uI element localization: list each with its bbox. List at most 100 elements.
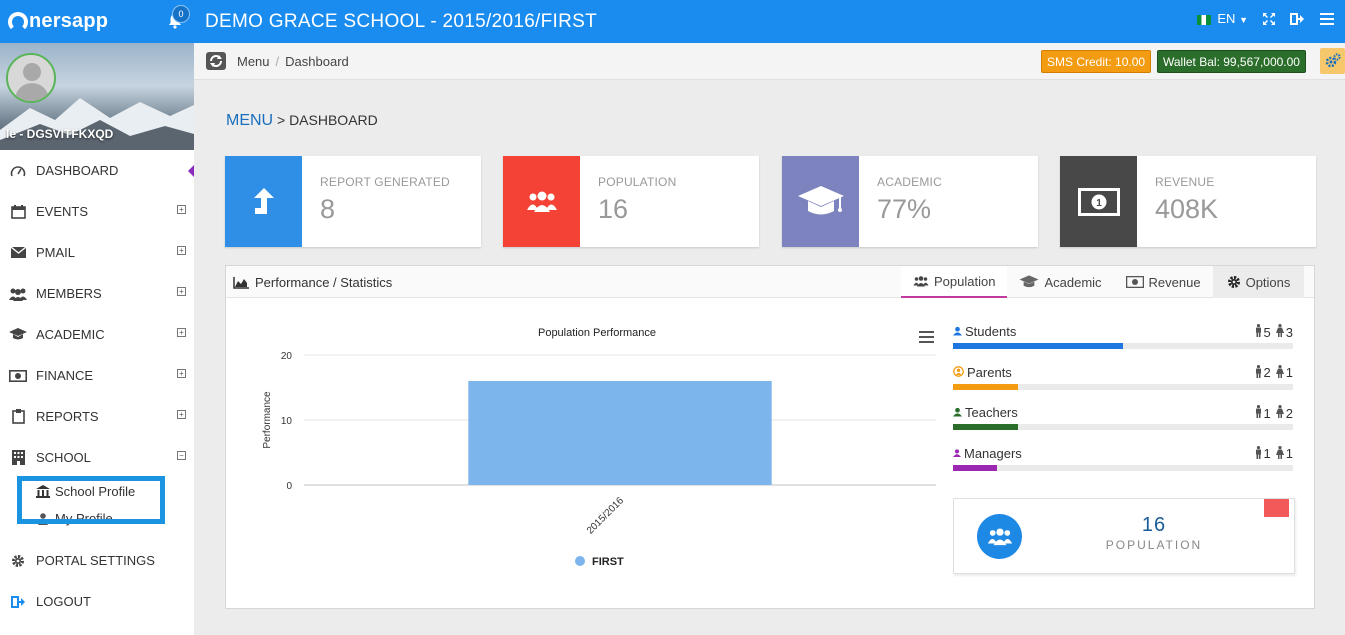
expand-icon[interactable]: + [177,246,186,255]
expand-icon[interactable]: + [177,287,186,296]
managers-icon [953,446,961,461]
population-row-parents: Parents 2 1 [953,364,1293,406]
population-progress-fill [953,464,998,471]
fullscreen-icon[interactable] [1262,12,1276,26]
breadcrumb-bar: Menu / Dashboard SMS Credit: 10.00 Wallet … [194,43,1345,80]
expand-icon[interactable]: + [177,328,186,337]
population-breakdown: Students 5 3 Parents 2 1 Teachers 1 2 Managers 1 1 [953,324,1293,486]
population-row-label: Managers [953,446,1022,461]
sign-out-icon[interactable] [1290,12,1305,26]
sidebar-item-portal-settings[interactable]: PORTAL SETTINGS [0,540,194,581]
expand-icon[interactable]: + [177,410,186,419]
stat-card-report-generated[interactable]: REPORT GENERATED 8 [225,156,481,247]
app-title: DEMO GRACE SCHOOL - 2015/2016/FIRST [205,11,598,32]
male-count: 1 [1263,446,1271,461]
tab-population[interactable]: Population [901,266,1008,298]
page-title: MENU > DASHBOARD [226,112,378,130]
spacer [0,532,194,540]
breadcrumb-separator: / [275,54,280,69]
options-button[interactable]: Options [1212,266,1305,298]
refresh-button[interactable] [206,52,226,70]
population-summary-icon-circle [977,514,1022,559]
collapse-icon[interactable]: − [177,451,186,460]
wallet-balance-badge[interactable]: Wallet Bal: 99,567,000.00 [1157,50,1306,73]
chart-menu-icon[interactable] [919,331,934,346]
female-count: 2 [1285,405,1293,421]
female-icon [1275,405,1284,418]
language-label: EN [1217,11,1236,26]
parents-icon [953,365,964,380]
female-icon [1275,445,1284,462]
students-icon [953,324,962,339]
graduation-cap-icon [797,185,844,214]
sidebar-item-events[interactable]: EVENTS + [0,191,194,232]
gears-icon [1325,53,1341,68]
corner-ribbon [1264,499,1289,517]
sidebar-item-dashboard[interactable]: DASHBOARD [0,150,194,191]
settings-button[interactable] [1320,48,1345,74]
tab-label: Population [934,273,996,289]
hamburger-menu-icon[interactable] [1319,12,1335,26]
population-summary-card: 16 POPULATION [953,498,1295,574]
y-tick-label: 0 [286,481,292,492]
male-icon [1255,324,1262,340]
stat-icon-box [782,156,859,247]
language-selector[interactable]: EN ▼ [1196,11,1248,26]
sidebar-item-reports[interactable]: REPORTS + [0,396,194,437]
population-progress-fill [953,424,1018,430]
breadcrumb-menu[interactable]: Menu [237,54,270,69]
population-progress-track [953,343,1293,349]
male-count: 2 [1263,365,1271,380]
sidebar-item-label: ACADEMIC [36,327,105,342]
stat-card-academic[interactable]: ACADEMIC 77% [782,156,1038,247]
tab-academic[interactable]: Academic [1007,266,1113,298]
population-row-label: Parents [953,365,1012,380]
gear-icon [9,553,27,569]
stat-card-population[interactable]: POPULATION 16 [503,156,759,247]
y-tick-label: 10 [281,416,293,427]
sidebar-item-pmail[interactable]: PMAIL + [0,232,194,273]
notification-badge: 0 [172,5,190,23]
stat-value: 408K [1155,194,1219,224]
male-icon [1255,405,1261,418]
money-icon [9,368,27,384]
panel-title-text: Performance / Statistics [255,275,393,290]
sidebar-item-label: LOGOUT [36,594,91,609]
menu-line [919,336,934,338]
app-logo[interactable]: nersapp [8,10,108,33]
group-icon [913,275,929,286]
sidebar-item-finance[interactable]: FINANCE + [0,355,194,396]
sidebar-subitem-school-profile[interactable]: School Profile [0,478,194,505]
stat-label: ACADEMIC [877,175,942,189]
avatar[interactable] [6,53,56,103]
stat-card-revenue[interactable]: 1 REVENUE 408K [1060,156,1316,247]
female-count: 1 [1285,365,1293,380]
calendar-icon [9,204,27,220]
female-icon [1275,364,1284,381]
expand-icon[interactable]: + [177,205,186,214]
sidebar-item-label: DASHBOARD [36,163,119,178]
sidebar-item-members[interactable]: MEMBERS + [0,273,194,314]
stat-icon-box [225,156,302,247]
page-title-menu[interactable]: MENU [226,112,274,129]
legend-marker [575,556,585,566]
sidebar-item-school[interactable]: SCHOOL − [0,437,194,478]
male-count: 5 [1263,324,1271,340]
menu-line [919,331,934,333]
sidebar-subitem-label: School Profile [55,484,136,499]
group-icon [526,191,557,212]
breadcrumb-dashboard: Dashboard [285,54,349,69]
stat-label: REVENUE [1155,175,1215,189]
logo-text: nersapp [29,10,109,32]
tab-revenue[interactable]: Revenue [1114,266,1213,298]
female-count: 3 [1285,324,1293,340]
population-row-managers: Managers 1 1 [953,445,1293,487]
expand-icon[interactable]: + [177,369,186,378]
sidebar-item-logout[interactable]: LOGOUT [0,581,194,622]
sidebar-item-academic[interactable]: ACADEMIC + [0,314,194,355]
population-progress-track [953,383,1293,390]
female-count: 1 [1285,446,1293,461]
sms-credit-badge[interactable]: SMS Credit: 10.00 [1041,50,1152,73]
mountain-background-image [0,98,194,150]
teachers-icon [953,405,962,420]
